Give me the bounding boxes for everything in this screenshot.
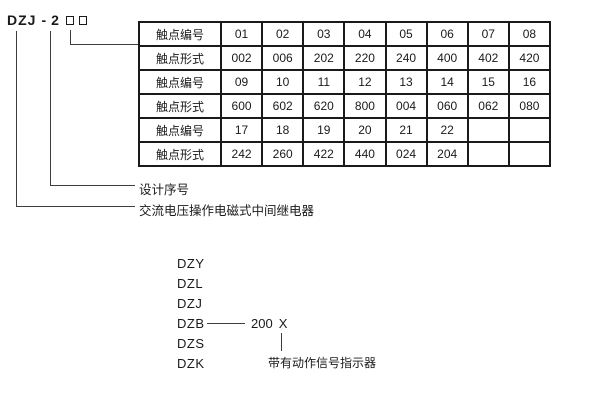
table-cell: 13 (384, 69, 428, 95)
table-cell: 220 (343, 45, 387, 71)
model-separator: - (41, 12, 48, 28)
connector-box-horizontal-line (70, 44, 138, 45)
row-label: 触点形式 (138, 141, 222, 167)
table-cell: 18 (261, 117, 305, 143)
table-cell: 20 (343, 117, 387, 143)
table-cell: 01 (219, 21, 264, 47)
table-row: 触点编号 17 18 19 20 21 22 (138, 117, 552, 143)
table-cell (507, 141, 552, 167)
model-letters: DZJ (7, 12, 37, 28)
table-cell: 04 (343, 21, 387, 47)
table-cell: 602 (261, 93, 305, 119)
connector-design-horizontal-line (50, 185, 135, 186)
table-cell: 024 (384, 141, 428, 167)
design-serial-label: 设计序号 (139, 183, 190, 197)
table-row: 触点编号 01 02 03 04 05 06 07 08 (138, 21, 552, 47)
series-label: DZL (177, 275, 204, 291)
table-cell: 14 (425, 69, 469, 95)
table-row: 触点形式 242 260 422 440 024 204 (138, 141, 552, 167)
table-cell: 004 (384, 93, 428, 119)
series-label: DZS (177, 335, 205, 351)
dzb-value: 200 (251, 315, 273, 331)
table-cell: 10 (261, 69, 305, 95)
table-cell: 400 (425, 45, 469, 71)
variant-drop-line (281, 333, 282, 351)
contact-table-body: 触点编号 01 02 03 04 05 06 07 08 触点形式 002 006 202 220 240 4… (138, 21, 552, 167)
row-label: 触点编号 (138, 69, 222, 95)
table-cell: 440 (343, 141, 387, 167)
model-code: DZJ - 2 (7, 12, 92, 28)
table-row: 触点形式 002 006 202 220 240 400 402 420 (138, 45, 552, 71)
variant-note: 带有动作信号指示器 (268, 356, 377, 370)
dzb-connector-line (207, 322, 245, 324)
table-cell: 202 (302, 45, 346, 71)
table-cell (466, 117, 510, 143)
placeholder-box-1 (65, 15, 74, 25)
table-cell: 006 (261, 45, 305, 71)
table-cell: 11 (302, 69, 346, 95)
contact-code-table: 触点编号 01 02 03 04 05 06 07 08 触点形式 002 006 202 220 240 4… (138, 21, 552, 167)
series-list: DZY DZL DZJ DZB 200 X DZS DZK 带有动作信号指示器 (177, 253, 376, 373)
table-cell: 21 (384, 117, 428, 143)
row-label: 触点编号 (138, 117, 222, 143)
table-cell: 15 (466, 69, 510, 95)
table-cell: 12 (343, 69, 387, 95)
model-series-digit: 2 (51, 12, 60, 28)
row-label: 触点形式 (138, 45, 222, 71)
table-cell: 06 (425, 21, 469, 47)
table-cell: 22 (425, 117, 469, 143)
series-row-dzj: DZJ (177, 293, 287, 313)
series-row-dzs: DZS (177, 333, 287, 353)
table-cell: 242 (219, 141, 264, 167)
table-cell: 060 (425, 93, 469, 119)
table-cell: 600 (219, 93, 264, 119)
series-label: DZB (177, 315, 205, 331)
series-row-dzk: DZK 带有动作信号指示器 (177, 353, 376, 373)
table-cell: 02 (261, 21, 305, 47)
table-cell: 800 (343, 93, 387, 119)
table-cell: 620 (302, 93, 346, 119)
table-cell: 07 (466, 21, 510, 47)
connector-box-vertical-line (70, 30, 71, 45)
table-cell: 080 (507, 93, 552, 119)
table-cell: 260 (261, 141, 305, 167)
table-cell: 05 (384, 21, 428, 47)
dzb-variant-x: X (278, 315, 288, 331)
connector-relay-horizontal-line (16, 206, 135, 207)
relay-type-label: 交流电压操作电磁式中间继电器 (139, 204, 315, 218)
table-cell: 420 (507, 45, 552, 71)
series-row-dzy: DZY (177, 253, 287, 273)
series-label: DZK (177, 355, 205, 371)
table-cell (507, 117, 552, 143)
placeholder-box-2 (78, 15, 87, 25)
series-row-dzl: DZL (177, 273, 287, 293)
table-cell: 062 (466, 93, 510, 119)
table-cell: 03 (302, 21, 346, 47)
row-label: 触点编号 (138, 21, 222, 47)
table-cell: 08 (507, 21, 552, 47)
table-cell: 002 (219, 45, 264, 71)
table-cell: 204 (425, 141, 469, 167)
connector-design-vertical-line (50, 31, 51, 186)
row-label: 触点形式 (138, 93, 222, 119)
table-row: 触点形式 600 602 620 800 004 060 062 080 (138, 93, 552, 119)
table-row: 触点编号 09 10 11 12 13 14 15 16 (138, 69, 552, 95)
table-cell: 17 (219, 117, 264, 143)
table-cell: 240 (384, 45, 428, 71)
series-label: DZJ (177, 295, 203, 311)
table-cell: 422 (302, 141, 346, 167)
table-cell: 402 (466, 45, 510, 71)
table-cell (466, 141, 510, 167)
series-row-dzb: DZB 200 X (177, 313, 287, 333)
table-cell: 16 (507, 69, 552, 95)
connector-relay-vertical-line (16, 31, 17, 207)
table-cell: 19 (302, 117, 346, 143)
series-label: DZY (177, 255, 205, 271)
table-cell: 09 (219, 69, 264, 95)
